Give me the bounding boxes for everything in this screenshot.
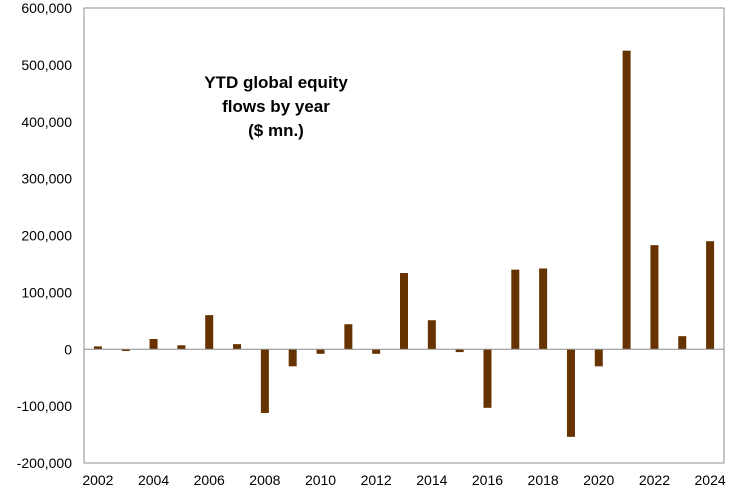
bar-2008 bbox=[260, 349, 269, 413]
bar-2003 bbox=[121, 349, 130, 351]
bar-2020 bbox=[594, 349, 603, 367]
y-tick-label: 0 bbox=[64, 341, 72, 357]
y-tick-label: -100,000 bbox=[17, 398, 72, 414]
x-tick-label: 2010 bbox=[305, 472, 336, 488]
x-tick-label: 2006 bbox=[194, 472, 225, 488]
bar-2013 bbox=[400, 273, 408, 350]
x-tick-label: 2016 bbox=[472, 472, 503, 488]
x-tick-label: 2002 bbox=[82, 472, 113, 488]
bar-2019 bbox=[566, 349, 575, 437]
y-tick-label: 300,000 bbox=[21, 171, 72, 187]
bar-2005 bbox=[177, 345, 186, 350]
bar-series bbox=[93, 50, 715, 437]
x-tick-label: 2024 bbox=[695, 472, 726, 488]
y-tick-label: 400,000 bbox=[21, 114, 72, 130]
x-tick-label: 2020 bbox=[583, 472, 614, 488]
x-tick-label: 2012 bbox=[361, 472, 392, 488]
y-tick-label: 100,000 bbox=[21, 284, 72, 300]
x-tick-label: 2014 bbox=[416, 472, 447, 488]
bar-2015 bbox=[455, 349, 464, 353]
x-axis: 2002 2004 2006 2008 2010 2012 2014 2016 2018 2020… bbox=[82, 472, 726, 488]
bar-2022 bbox=[650, 245, 659, 350]
bar-2011 bbox=[344, 324, 353, 350]
bar-2004 bbox=[149, 339, 158, 350]
bar-2021 bbox=[622, 50, 631, 350]
bar-2024 bbox=[706, 241, 715, 350]
y-tick-label: 500,000 bbox=[21, 57, 72, 73]
chart-title-line: ($ mn.) bbox=[248, 121, 304, 140]
chart-title-line: flows by year bbox=[222, 97, 330, 116]
bar-2018 bbox=[539, 268, 548, 350]
chart-title: YTD global equity flows by year ($ mn.) bbox=[204, 73, 348, 140]
x-tick-label: 2022 bbox=[639, 472, 670, 488]
bar-2010 bbox=[316, 349, 325, 354]
x-tick-label: 2018 bbox=[528, 472, 559, 488]
y-tick-label: 600,000 bbox=[21, 0, 72, 16]
y-axis: 600,000 500,000 400,000 300,000 200,000 100,0… bbox=[17, 0, 72, 471]
x-tick-label: 2008 bbox=[249, 472, 280, 488]
bar-2009 bbox=[288, 349, 297, 367]
bar-2014 bbox=[427, 320, 436, 350]
plot-area-frame bbox=[83, 7, 725, 464]
bar-2012 bbox=[372, 349, 381, 354]
y-tick-label: -200,000 bbox=[17, 455, 72, 471]
bar-2016 bbox=[483, 349, 492, 408]
bar-2006 bbox=[205, 315, 214, 350]
y-tick-label: 200,000 bbox=[21, 228, 72, 244]
x-tick-label: 2004 bbox=[138, 472, 169, 488]
bar-2017 bbox=[511, 269, 520, 350]
chart-title-line: YTD global equity bbox=[204, 73, 348, 92]
bar-2007 bbox=[233, 344, 242, 350]
bar-2002 bbox=[93, 346, 102, 350]
bar-2023 bbox=[678, 336, 687, 350]
